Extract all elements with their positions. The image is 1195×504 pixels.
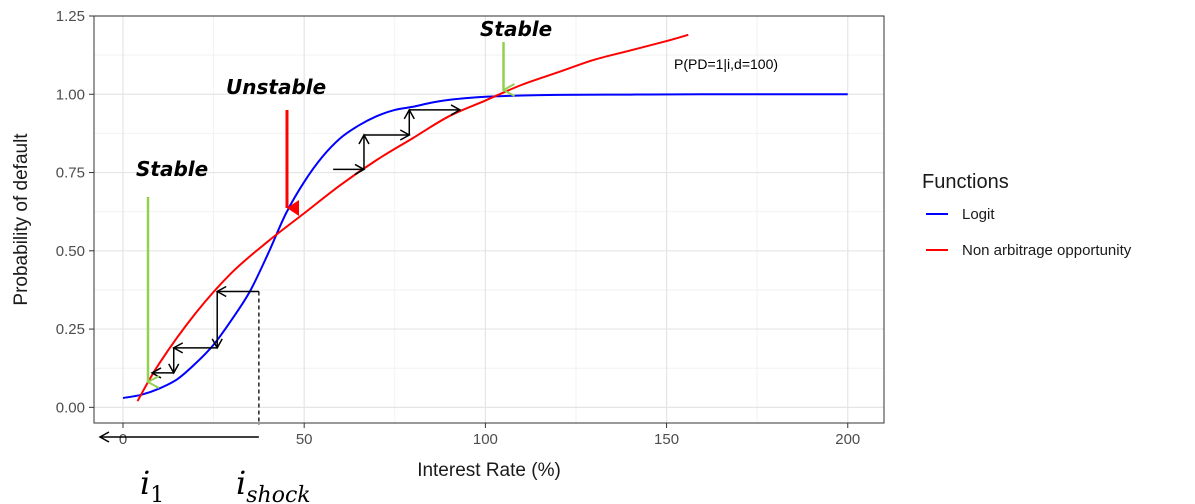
cobweb-layer: [150, 104, 462, 379]
x-axis-title: Interest Rate (%): [417, 460, 561, 481]
x-tick-label: 100: [473, 431, 498, 448]
legend-label-non-arbitrage: Non arbitrage opportunity: [962, 242, 1132, 259]
ticks-layer: 0 50 100 150 200 0.00 0.25 0.50 0.75 1.00 1.25: [56, 8, 860, 448]
plot-panel-border: [93, 15, 885, 424]
legend-title: Functions: [922, 171, 1009, 193]
label-i1: i1: [140, 464, 164, 504]
x-tick-label: 200: [835, 431, 860, 448]
y-tick-label: 1.25: [56, 8, 85, 25]
x-tick-label: 50: [296, 431, 313, 448]
series-non-arbitrage-line: [136, 33, 689, 402]
y-tick-label: 0.25: [56, 321, 85, 338]
y-tick-label: 0.50: [56, 243, 85, 260]
y-axis-title: Probability of default: [11, 133, 32, 306]
annotation-unstable: Unstable: [226, 75, 326, 99]
y-tick-label: 0.00: [56, 399, 85, 416]
series-layer: [122, 33, 848, 402]
grid-layer: [94, 15, 884, 423]
series-logit-line: [122, 93, 848, 399]
annotation-stable-right: Stable: [480, 17, 552, 41]
legend: Functions Logit Non arbitrage opportunit…: [922, 171, 1132, 259]
y-tick-label: 0.75: [56, 165, 85, 182]
legend-label-logit: Logit: [962, 206, 995, 223]
annotation-formula: P(PD=1|i,d=100): [674, 56, 778, 72]
annotation-stable-left: Stable: [136, 157, 208, 181]
label-i-shock: ishock: [236, 464, 311, 504]
x-tick-label: 0: [119, 431, 127, 448]
x-tick-label: 150: [654, 431, 679, 448]
y-tick-label: 1.00: [56, 86, 85, 103]
